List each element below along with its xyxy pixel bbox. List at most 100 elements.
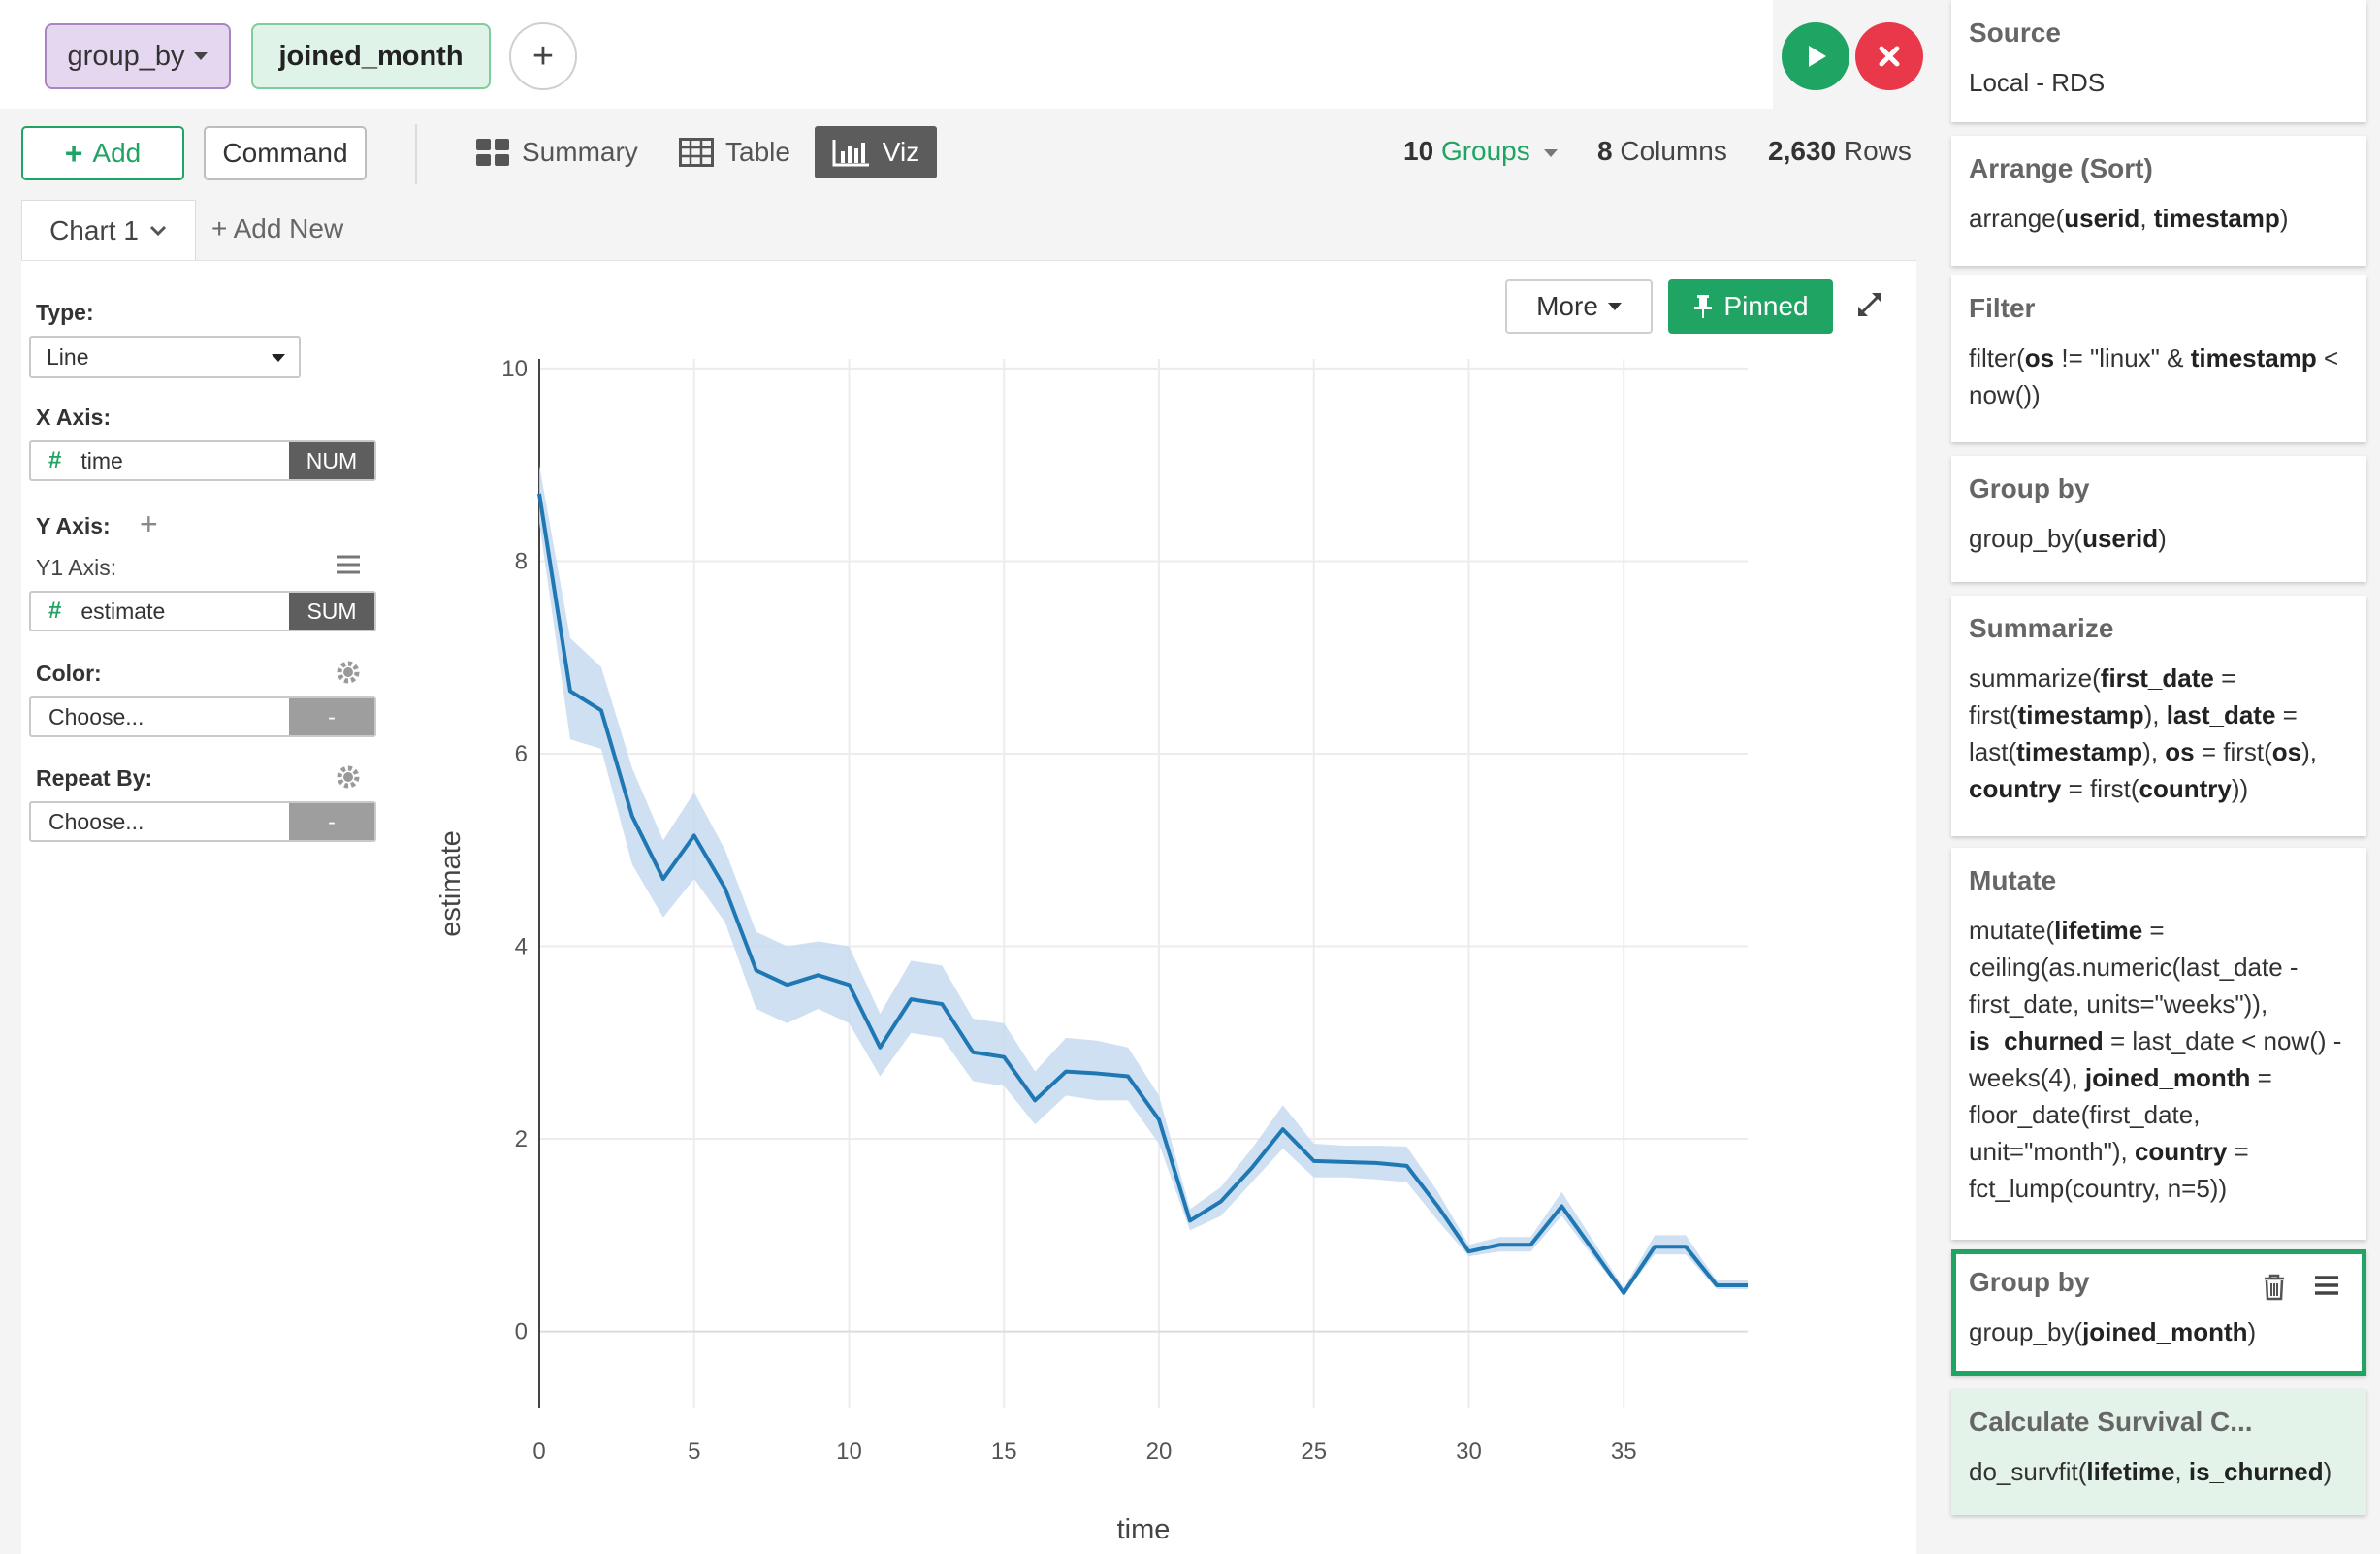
- step-title: Arrange (Sort): [1969, 153, 2153, 183]
- joined-month-column-pill[interactable]: joined_month: [251, 23, 491, 89]
- step-code: arrange(userid, timestamp): [1969, 200, 2349, 237]
- code-text: = last_date < now() - weeks(4),: [1969, 1026, 2342, 1092]
- tab-viz-label: Viz: [882, 137, 920, 167]
- code-keyword: first_date: [2100, 664, 2214, 693]
- step-2[interactable]: Filter filter(os != "linux" & timestamp <…: [1951, 275, 2366, 442]
- pinned-button[interactable]: Pinned: [1668, 279, 1833, 334]
- group-by-command-pill[interactable]: group_by: [45, 23, 231, 89]
- more-button[interactable]: More: [1505, 279, 1653, 334]
- step-1[interactable]: Arrange (Sort) arrange(userid, timestamp): [1951, 136, 2366, 266]
- step-7[interactable]: Calculate Survival C... do_survfit(lifeti…: [1951, 1389, 2366, 1515]
- code-keyword: lifetime: [2054, 916, 2143, 945]
- code-text: ): [2158, 524, 2167, 553]
- x-axis-type-tag[interactable]: NUM: [289, 442, 374, 479]
- step-3[interactable]: Group by group_by(userid): [1951, 456, 2366, 582]
- numeric-hash-icon: #: [48, 598, 62, 624]
- step-code: summarize(first_date = first(timestamp),…: [1969, 660, 2349, 807]
- repeat-by-tag: -: [289, 803, 374, 840]
- x-axis-column: time: [80, 447, 123, 473]
- step-4[interactable]: Summarize summarize(first_date = first(ti…: [1951, 596, 2366, 836]
- line-chart: 0 5 10 15 20 25 30 35 0 2 4 6 8 10 time estimate: [435, 356, 1748, 1542]
- code-text: = fct_lump(country, n=5)): [1969, 1137, 2249, 1203]
- chevron-down-icon: [149, 225, 166, 236]
- code-keyword: timestamp: [2190, 343, 2317, 372]
- menu-icon[interactable]: [2313, 1274, 2340, 1297]
- code-text: ),: [2142, 737, 2166, 766]
- y-axis-aggregate-tag[interactable]: SUM: [289, 593, 374, 630]
- y-axis-field-name: # estimate: [31, 593, 289, 630]
- add-step-button[interactable]: + Add: [21, 126, 184, 180]
- gear-icon[interactable]: [335, 659, 362, 686]
- x-tick-label: 30: [1456, 1439, 1482, 1465]
- step-title: Group by: [1969, 473, 2090, 503]
- code-keyword: is_churned: [2188, 1457, 2324, 1486]
- tab-viz[interactable]: Viz: [815, 126, 937, 178]
- y-tick-label: 6: [515, 741, 528, 767]
- add-y-axis-button[interactable]: +: [140, 506, 158, 541]
- x-axis-label: X Axis:: [36, 405, 112, 430]
- step-6[interactable]: Group by group_by(joined_month): [1951, 1249, 2366, 1376]
- add-new-chart-link[interactable]: + Add New: [211, 213, 344, 243]
- summary-grid-icon: [476, 139, 509, 166]
- code-keyword: userid: [2064, 204, 2140, 233]
- gear-icon[interactable]: [335, 763, 362, 791]
- trash-icon[interactable]: [2263, 1274, 2286, 1301]
- code-keyword: country: [1969, 774, 2062, 803]
- repeat-by-field[interactable]: Choose... -: [29, 801, 376, 842]
- code-keyword: country: [2134, 1137, 2228, 1166]
- y-axis-title: estimate: [435, 830, 466, 937]
- add-token-button[interactable]: +: [509, 22, 577, 90]
- groups-dropdown[interactable]: 10 Groups: [1403, 136, 1558, 167]
- y-axis-label: Y Axis:: [36, 513, 111, 538]
- code-text: ,: [2174, 1457, 2189, 1486]
- columns-count: 8: [1597, 136, 1613, 166]
- step-code: group_by(userid): [1969, 520, 2349, 557]
- code-text: arrange(: [1969, 204, 2065, 233]
- x-tick-label: 25: [1301, 1439, 1327, 1465]
- estimate-series-line: [537, 493, 1748, 1295]
- step-code: do_survfit(lifetime, is_churned): [1969, 1453, 2349, 1490]
- chart-axis-ticks: 0 5 10 15 20 25 30 35 0 2 4 6 8 10: [501, 356, 1636, 1465]
- color-field[interactable]: Choose... -: [29, 696, 376, 737]
- code-text: group_by(: [1969, 524, 2083, 553]
- color-tag: -: [289, 698, 374, 735]
- tab-summary[interactable]: Summary: [475, 126, 638, 178]
- step-5[interactable]: Mutate mutate(lifetime = ceiling(as.numer…: [1951, 848, 2366, 1240]
- y-tick-label: 4: [515, 934, 528, 960]
- type-label: Type:: [36, 300, 94, 325]
- code-text: != "linux" &: [2054, 343, 2191, 372]
- step-code: filter(os != "linux" & timestamp < now()…: [1969, 340, 2349, 413]
- columns-label: Columns: [1620, 136, 1727, 166]
- code-text: = floor_date(first_date, unit="month"),: [1969, 1063, 2272, 1166]
- x-tick-label: 35: [1611, 1439, 1637, 1465]
- expand-icon[interactable]: [1854, 289, 1885, 320]
- run-button[interactable]: [1782, 22, 1849, 90]
- code-text: filter(: [1969, 343, 2025, 372]
- code-text: = last(: [1969, 700, 2298, 766]
- code-text: ): [2247, 1317, 2257, 1346]
- command-button[interactable]: Command: [204, 126, 367, 180]
- code-text: ): [2279, 204, 2289, 233]
- y-axis-field[interactable]: # estimate SUM: [29, 591, 376, 631]
- rows-count: 2,630: [1768, 136, 1837, 166]
- color-label: Color:: [36, 661, 102, 686]
- x-tick-label: 5: [688, 1439, 700, 1465]
- code-text: ,: [2139, 204, 2154, 233]
- chart-type-select[interactable]: Line: [29, 336, 301, 378]
- y-tick-label: 2: [515, 1126, 528, 1152]
- tab-chart-1[interactable]: Chart 1: [21, 200, 196, 260]
- code-text: mutate(: [1969, 916, 2055, 945]
- menu-icon[interactable]: [335, 554, 362, 575]
- add-step-label: Add: [92, 138, 142, 168]
- step-title: Filter: [1969, 293, 2036, 323]
- x-tick-label: 10: [836, 1439, 862, 1465]
- code-text: = first(: [2194, 737, 2272, 766]
- code-text: = ceiling(as.numeric(last_date - first_d…: [1969, 916, 2299, 1019]
- tab-table-label: Table: [725, 137, 790, 167]
- tab-table[interactable]: Table: [679, 126, 790, 178]
- step-title: Group by: [1969, 1267, 2090, 1297]
- step-source[interactable]: Source Local - RDS: [1951, 0, 2366, 122]
- x-axis-field[interactable]: # time NUM: [29, 440, 376, 481]
- code-keyword: os: [2024, 343, 2055, 372]
- cancel-button[interactable]: [1855, 22, 1923, 90]
